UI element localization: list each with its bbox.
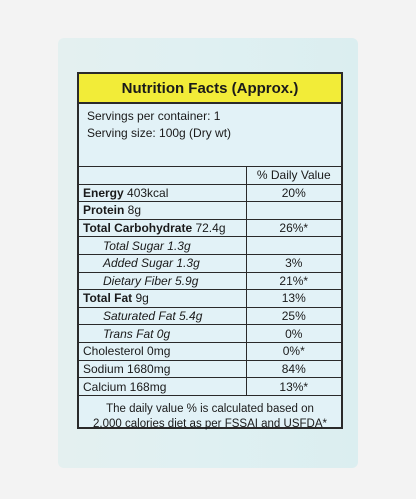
nutrient-label: Saturated Fat 5.4g [79, 306, 246, 325]
daily-value: 0%* [245, 341, 341, 361]
nutrition-facts-panel: Nutrition Facts (Approx.) Servings per c… [77, 72, 343, 432]
nutrient-name: Total Fat [83, 291, 133, 306]
table-row: Saturated Fat 5.4g 25% [79, 306, 341, 325]
table-row: Trans Fat 0g 0% [79, 324, 341, 343]
table-row: Cholesterol 0mg 0%* [79, 341, 341, 361]
table-row: Sodium 1680mg 84% [79, 359, 341, 378]
daily-value: 25% [245, 306, 341, 325]
daily-value-header: % Daily Value [245, 166, 341, 185]
nutrition-table: % Daily Value Energy 403kcal 20% Protein… [79, 166, 341, 396]
nutrient-label: Dietary Fiber 5.9g [79, 271, 246, 290]
nutrient-amount: 403kcal [123, 185, 169, 200]
daily-value: 26%* [245, 218, 341, 237]
nutrient-amount: 8g [124, 203, 142, 218]
table-row: Total Sugar 1.3g [79, 236, 341, 255]
table-header-row: % Daily Value [79, 166, 341, 185]
nutrient-amount: 9g [132, 291, 149, 306]
servings-per-container: Servings per container: 1 [87, 109, 221, 123]
nutrition-facts-title: Nutrition Facts (Approx.) [79, 74, 341, 104]
daily-value: 84% [245, 359, 341, 378]
table-header-blank [79, 166, 246, 185]
nutrient-label: Protein 8g [79, 201, 246, 220]
nutrient-amount: 72.4g [192, 221, 226, 236]
daily-value-footnote: The daily value % is calculated based on… [79, 395, 341, 432]
nutrient-label: Total Carbohydrate 72.4g [79, 218, 246, 237]
nutrient-label: Sodium 1680mg [79, 359, 246, 378]
daily-value: 20% [245, 183, 341, 202]
serving-info: Servings per container: 1 Serving size: … [79, 104, 341, 166]
nutrient-label: Calcium 168mg [79, 377, 246, 396]
nutrient-label: Added Sugar 1.3g [79, 253, 246, 273]
serving-size: Serving size: 100g (Dry wt) [87, 126, 232, 140]
daily-value: 21%* [245, 271, 341, 290]
daily-value [245, 236, 341, 255]
nutrient-name: Energy [83, 185, 124, 200]
table-row: Total Fat 9g 13% [79, 289, 341, 308]
nutrient-name: Protein [83, 203, 125, 218]
nutrient-label: Total Fat 9g [79, 289, 246, 308]
footnote-line-2: 2,000 calories diet as per FSSAI and USF… [93, 418, 327, 431]
daily-value [245, 201, 341, 220]
nutrient-label: Cholesterol 0mg [79, 341, 246, 361]
table-row: Protein 8g [79, 201, 341, 220]
table-row: Energy 403kcal 20% [79, 183, 341, 202]
table-row: Calcium 168mg 13%* [79, 377, 341, 396]
table-row: Total Carbohydrate 72.4g 26%* [79, 218, 341, 237]
table-row: Added Sugar 1.3g 3% [79, 253, 341, 273]
daily-value: 13%* [245, 377, 341, 396]
daily-value: 0% [245, 324, 341, 343]
daily-value: 13% [245, 289, 341, 308]
daily-value: 3% [245, 253, 341, 273]
nutrient-label: Energy 403kcal [79, 183, 246, 202]
nutrient-label: Total Sugar 1.3g [79, 236, 246, 255]
table-row: Dietary Fiber 5.9g 21%* [79, 271, 341, 290]
footnote-line-1: The daily value % is calculated based on [106, 403, 314, 416]
nutrient-name: Total Carbohydrate [83, 221, 193, 236]
nutrient-label: Trans Fat 0g [79, 324, 246, 343]
